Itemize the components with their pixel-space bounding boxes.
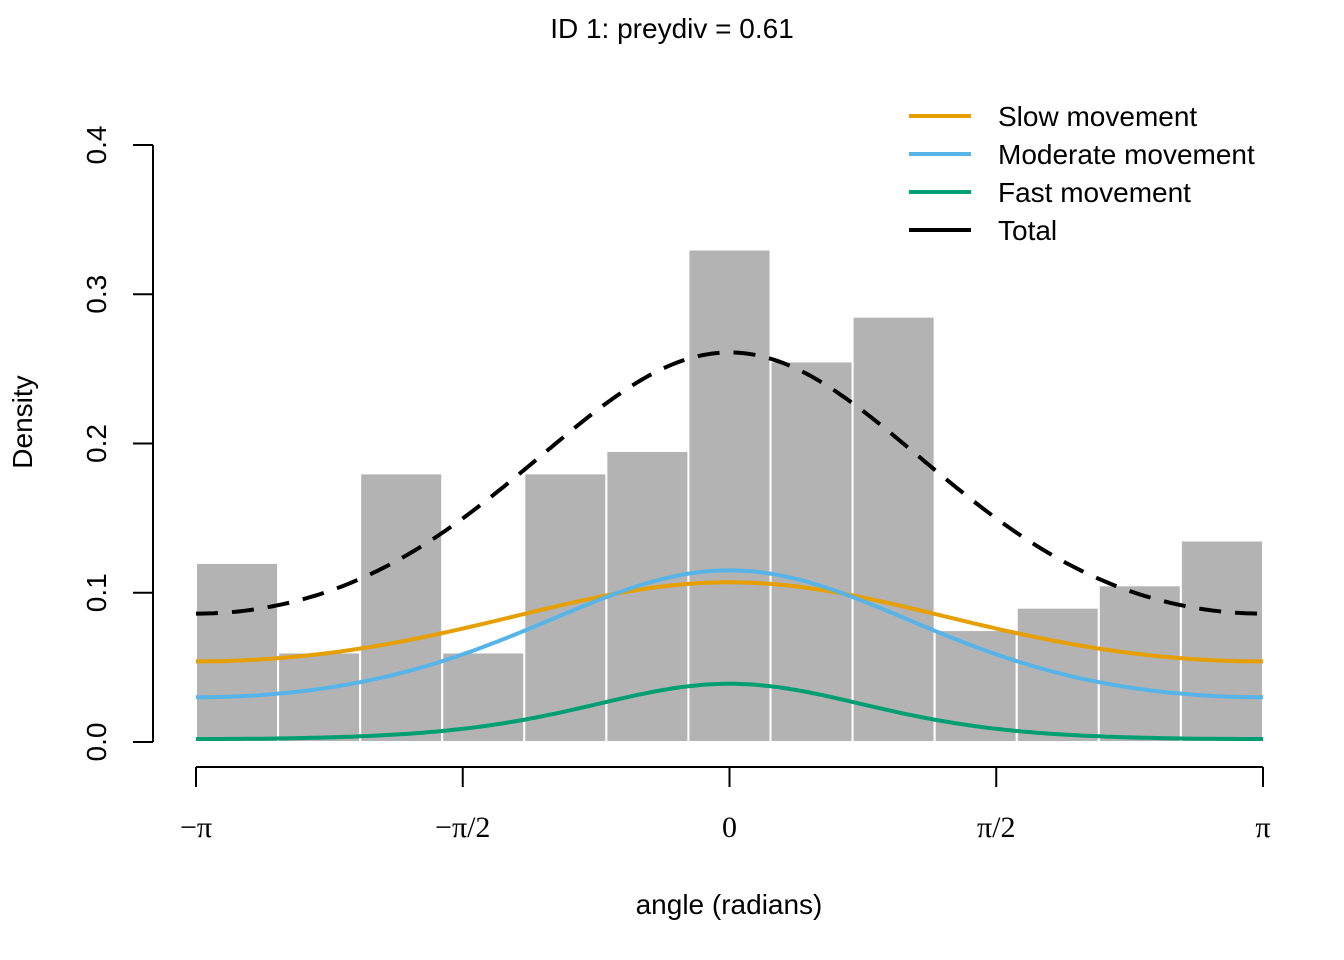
chart-title: ID 1: preydiv = 0.61 xyxy=(550,13,794,44)
y-axis: 0.0 0.1 0.2 0.3 0.4 xyxy=(81,126,154,762)
y-tick-label: 0.2 xyxy=(81,424,112,463)
histogram-bar xyxy=(523,472,608,743)
y-tick-label: 0.0 xyxy=(81,723,112,762)
y-axis-label: Density xyxy=(7,375,38,468)
histogram-bar xyxy=(687,248,772,743)
histogram-bar xyxy=(851,315,936,743)
legend-label: Total xyxy=(998,215,1057,246)
y-tick-label: 0.3 xyxy=(81,275,112,314)
histogram-bar xyxy=(1097,584,1182,743)
x-tick-label: π xyxy=(1255,811,1270,844)
legend-label: Fast movement xyxy=(998,177,1191,208)
y-tick-label: 0.4 xyxy=(81,126,112,165)
histogram-bar xyxy=(359,472,444,743)
histogram-bar xyxy=(277,651,362,744)
x-tick-label: −π/2 xyxy=(435,811,490,844)
x-tick-label: π/2 xyxy=(977,811,1015,844)
histogram-bar xyxy=(1179,539,1264,744)
histogram-bars xyxy=(195,248,1264,744)
x-tick-label: −π xyxy=(180,811,212,844)
curve-total xyxy=(196,350,1263,616)
legend: Slow movement Moderate movement Fast movem… xyxy=(909,101,1255,246)
legend-label: Slow movement xyxy=(998,101,1197,132)
histogram-bar xyxy=(769,360,854,743)
x-axis-label: angle (radians) xyxy=(636,889,823,920)
curve-slow-movement xyxy=(196,580,1263,664)
legend-label: Moderate movement xyxy=(998,139,1255,170)
y-tick-label: 0.1 xyxy=(81,573,112,612)
density-curves xyxy=(196,350,1263,741)
histogram-bar xyxy=(195,561,280,744)
curve-moderate-movement xyxy=(196,568,1263,700)
curve-fast-movement xyxy=(196,681,1263,741)
x-tick-label: 0 xyxy=(722,811,737,844)
x-axis: −π −π/2 0 π/2 π xyxy=(180,766,1271,844)
